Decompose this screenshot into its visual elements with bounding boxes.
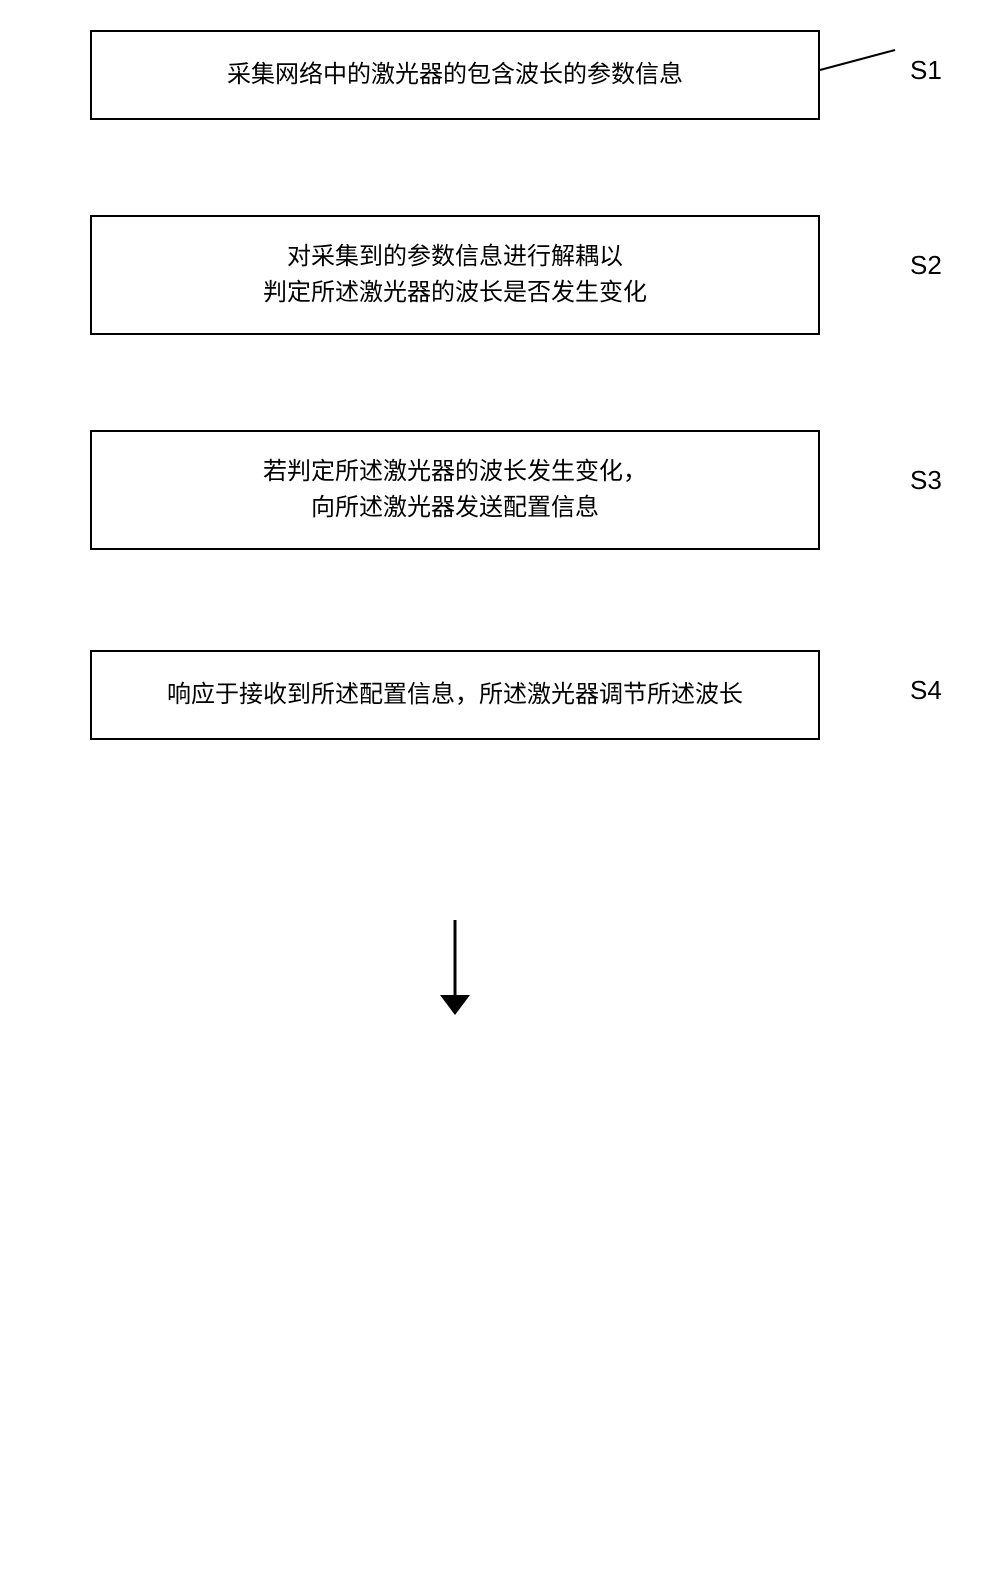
step-label-s2: S2	[910, 250, 942, 281]
step-label-s4: S4	[910, 675, 942, 706]
step-label-s1: S1	[910, 55, 942, 86]
arrow-s1-s2	[0, 800, 1000, 1590]
flow-node-s1: 采集网络中的激光器的包含波长的参数信息	[90, 30, 820, 120]
flow-node-s2-text: 对采集到的参数信息进行解耦以 判定所述激光器的波长是否发生变化	[263, 239, 647, 311]
flow-node-s3-text: 若判定所述激光器的波长发生变化， 向所述激光器发送配置信息	[263, 454, 647, 526]
step-label-s3: S3	[910, 465, 942, 496]
flow-node-s4: 响应于接收到所述配置信息，所述激光器调节所述波长	[90, 650, 820, 740]
flowchart-canvas: 采集网络中的激光器的包含波长的参数信息 S1 对采集到的参数信息进行解耦以 判定…	[0, 0, 1000, 795]
flow-node-s4-text: 响应于接收到所述配置信息，所述激光器调节所述波长	[167, 677, 743, 713]
flow-node-s1-text: 采集网络中的激光器的包含波长的参数信息	[227, 57, 683, 93]
flow-node-s3: 若判定所述激光器的波长发生变化， 向所述激光器发送配置信息	[90, 430, 820, 550]
flow-node-s2: 对采集到的参数信息进行解耦以 判定所述激光器的波长是否发生变化	[90, 215, 820, 335]
